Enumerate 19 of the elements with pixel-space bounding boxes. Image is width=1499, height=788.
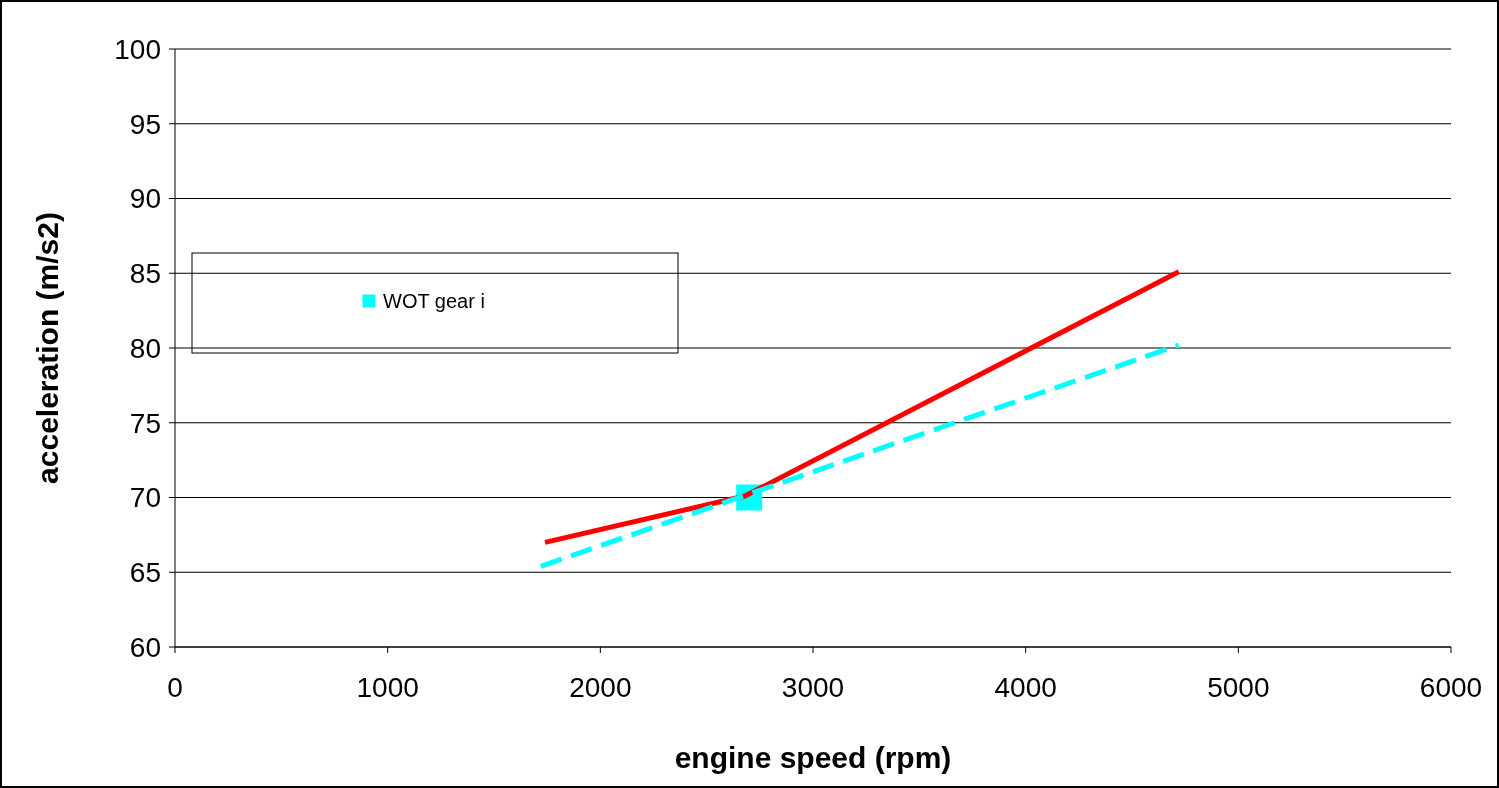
y-tick-label: 85 [129,258,161,290]
y-tick-label: 95 [129,108,161,140]
x-tick-label: 1000 [356,672,419,703]
y-tick-label: 75 [129,407,161,439]
y-tick-label: 90 [129,183,161,215]
y-tick-label: 70 [129,482,161,514]
legend-label: WOT gear i [383,290,485,312]
y-axis-title: acceleration (m/s2) [31,212,64,484]
y-tick-label: 80 [129,332,161,364]
x-tick-label: 4000 [994,672,1057,703]
y-tick-label: 100 [114,33,161,65]
x-axis-title: engine speed (rpm) [674,741,952,774]
y-tick-label: 65 [129,557,161,589]
x-tick-label: 6000 [1419,672,1483,703]
x-tick-label: 3000 [781,672,845,703]
x-tick-label: 2000 [569,672,632,703]
y-tick-label: 60 [129,631,161,663]
x-tick-label: 0 [167,672,183,703]
x-tick-label: 5000 [1207,672,1270,703]
